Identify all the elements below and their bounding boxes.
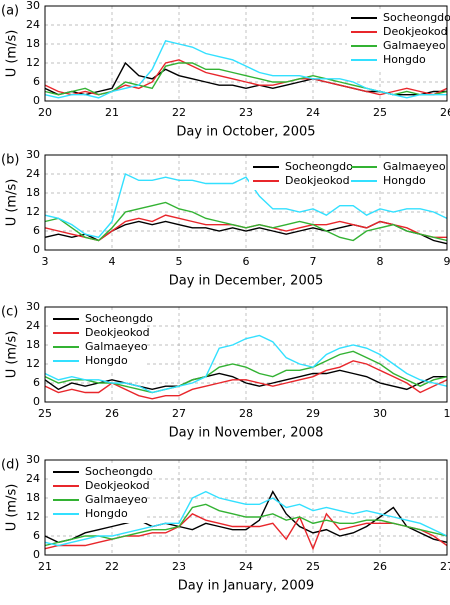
x-tick-label: 21 xyxy=(38,560,52,573)
legend-label: Socheongdo xyxy=(85,312,153,325)
x-tick-label: 7 xyxy=(310,255,317,268)
series-line xyxy=(44,490,448,544)
x-axis-label: Day in October, 2005 xyxy=(176,125,315,140)
series-line xyxy=(44,173,448,239)
y-tick-label: 12 xyxy=(26,510,40,523)
series-line xyxy=(44,334,448,394)
legend-box xyxy=(249,158,445,190)
legend-label: Galmaeyeo xyxy=(383,39,446,52)
x-tick-label: 25 xyxy=(373,106,387,119)
legend-label: Hongdo xyxy=(383,53,426,66)
legend-label: Galmaeyeo xyxy=(85,340,148,353)
y-tick-label: 12 xyxy=(26,357,40,370)
legend-label: Hongdo xyxy=(383,174,426,187)
x-tick-label: 23 xyxy=(239,106,253,119)
series-line xyxy=(44,201,448,242)
x-tick-label: 29 xyxy=(306,407,320,420)
panel-label: (b) xyxy=(1,153,19,168)
x-tick-label: 28 xyxy=(239,407,253,420)
x-tick-label: 27 xyxy=(440,560,450,573)
x-axis-label: Day in January, 2009 xyxy=(178,579,314,594)
x-tick-label: 23 xyxy=(172,560,186,573)
y-tick-label: 6 xyxy=(33,75,40,88)
x-tick-label: 27 xyxy=(172,407,186,420)
y-tick-label: 0 xyxy=(33,243,40,256)
x-axis-label: Day in December, 2005 xyxy=(169,274,324,289)
x-tick-label: 24 xyxy=(239,560,253,573)
y-axis-label: U (m/s) xyxy=(5,30,20,78)
y-tick-label: 18 xyxy=(26,186,40,199)
panel-label: (a) xyxy=(1,4,19,19)
legend-label: Socheongdo xyxy=(285,160,353,173)
y-axis-label: U (m/s) xyxy=(5,179,20,227)
series-line xyxy=(44,490,448,547)
y-tick-label: 30 xyxy=(26,453,40,466)
y-tick-label: 30 xyxy=(26,300,40,313)
x-tick-label: 3 xyxy=(42,255,49,268)
legend-label: Socheongdo xyxy=(383,11,450,24)
legend-label: Galmaeyeo xyxy=(85,493,148,506)
x-axis-label: Day in November, 2008 xyxy=(169,426,324,441)
x-tick-label: 24 xyxy=(306,106,320,119)
legend-label: Deokjeokod xyxy=(85,479,150,492)
x-tick-label: 9 xyxy=(444,255,450,268)
y-tick-label: 30 xyxy=(26,148,40,161)
legend-label: Hongdo xyxy=(85,354,128,367)
y-tick-label: 0 xyxy=(33,94,40,107)
y-axis-label: U (m/s) xyxy=(5,484,20,532)
plot-frame xyxy=(44,5,448,102)
panel-label: (c) xyxy=(1,305,18,320)
legend-label: Hongdo xyxy=(85,507,128,520)
panel-label: (d) xyxy=(1,458,19,473)
legend-label: Deokjeokod xyxy=(285,174,350,187)
y-tick-label: 18 xyxy=(26,37,40,50)
x-tick-label: 25 xyxy=(306,560,320,573)
x-tick-label: 30 xyxy=(373,407,387,420)
y-tick-label: 6 xyxy=(33,376,40,389)
x-tick-label: 4 xyxy=(109,255,116,268)
x-tick-label: 1 xyxy=(444,407,450,420)
x-tick-label: 8 xyxy=(377,255,384,268)
x-tick-label: 6 xyxy=(243,255,250,268)
y-tick-label: 24 xyxy=(26,18,40,31)
y-tick-label: 0 xyxy=(33,395,40,408)
legend-label: Socheongdo xyxy=(85,465,153,478)
x-tick-label: 5 xyxy=(176,255,183,268)
x-tick-label: 25 xyxy=(38,407,52,420)
plot-frame xyxy=(44,154,448,251)
y-axis-label: U (m/s) xyxy=(5,331,20,379)
x-tick-label: 21 xyxy=(105,106,119,119)
y-tick-label: 6 xyxy=(33,224,40,237)
y-tick-label: 18 xyxy=(26,338,40,351)
y-tick-label: 24 xyxy=(26,167,40,180)
y-tick-label: 6 xyxy=(33,529,40,542)
x-tick-label: 26 xyxy=(373,560,387,573)
series-line xyxy=(44,503,448,547)
y-tick-label: 12 xyxy=(26,56,40,69)
y-tick-label: 30 xyxy=(26,0,40,12)
x-tick-label: 26 xyxy=(440,106,450,119)
plot-frame xyxy=(44,306,448,403)
y-tick-label: 12 xyxy=(26,205,40,218)
plot-frame xyxy=(44,459,448,556)
y-tick-label: 0 xyxy=(33,548,40,561)
legend-label: Deokjeokod xyxy=(383,25,448,38)
x-tick-label: 26 xyxy=(105,407,119,420)
y-tick-label: 18 xyxy=(26,491,40,504)
x-tick-label: 20 xyxy=(38,106,52,119)
y-tick-label: 24 xyxy=(26,472,40,485)
y-tick-label: 24 xyxy=(26,319,40,332)
legend-label: Galmaeyeo xyxy=(383,160,446,173)
series-line xyxy=(44,369,447,391)
series-line xyxy=(44,40,447,99)
x-tick-label: 22 xyxy=(105,560,119,573)
legend-label: Deokjeokod xyxy=(85,326,150,339)
x-tick-label: 22 xyxy=(172,106,186,119)
